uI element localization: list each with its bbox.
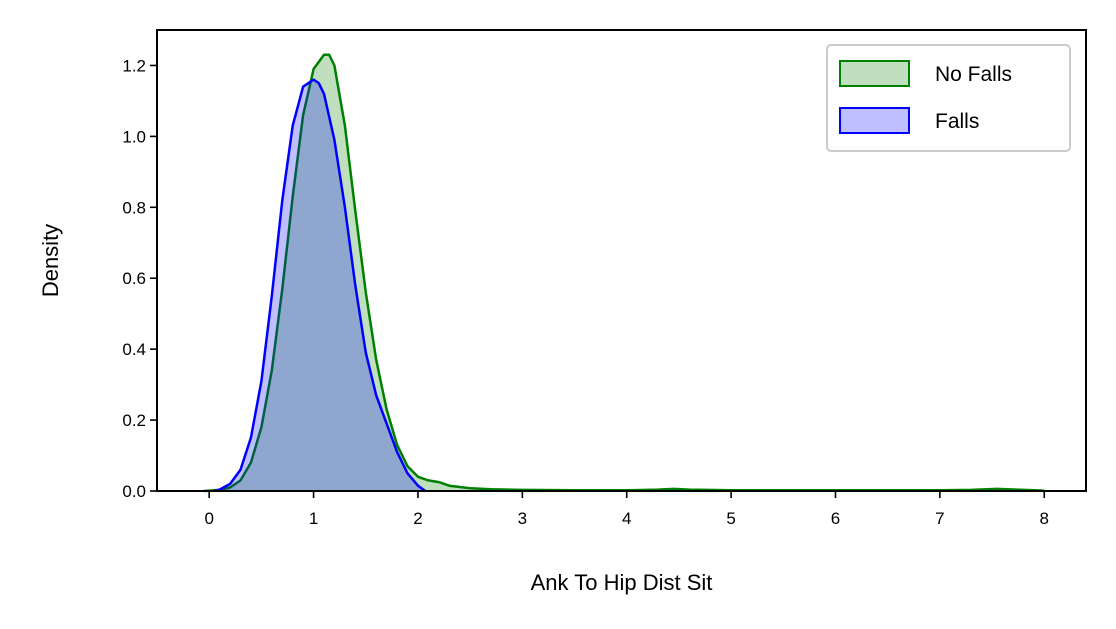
y-tick-label: 1.0 [122,127,146,146]
x-tick-label: 4 [622,509,631,528]
x-tick-label: 1 [309,509,318,528]
x-tick-label: 2 [413,509,422,528]
series-area-no-falls [204,54,1045,492]
legend-swatch-falls [839,107,910,134]
y-axis-label: Density [38,224,63,297]
series-area-falls [214,79,426,491]
legend-box [826,44,1071,152]
y-tick-label: 0.4 [122,340,146,359]
y-tick-label: 0.2 [122,411,146,430]
plot-area [203,53,1045,493]
legend: No Falls Falls [826,44,1071,152]
legend-label-falls: Falls [935,110,979,133]
series-line-falls [214,78,427,493]
y-tick-label: 0.0 [122,482,146,501]
x-axis-ticks: 0 1 2 3 4 5 6 7 8 [204,491,1049,528]
legend-label-no-falls: No Falls [935,63,1012,86]
y-tick-label: 0.8 [122,198,146,217]
legend-swatch-no-falls [839,60,910,87]
x-tick-label: 7 [935,509,944,528]
x-tick-label: 0 [204,509,213,528]
x-tick-label: 5 [726,509,735,528]
plot-frame [156,29,1087,492]
y-axis-ticks: 0.0 0.2 0.4 0.6 0.8 1.0 1.2 [122,56,157,501]
x-tick-label: 3 [518,509,527,528]
x-tick-label: 8 [1040,509,1049,528]
x-tick-label: 6 [831,509,840,528]
y-tick-label: 1.2 [122,56,146,75]
x-axis-label: Ank To Hip Dist Sit [531,570,713,595]
series-line-no-falls [203,53,1045,493]
y-tick-label: 0.6 [122,269,146,288]
